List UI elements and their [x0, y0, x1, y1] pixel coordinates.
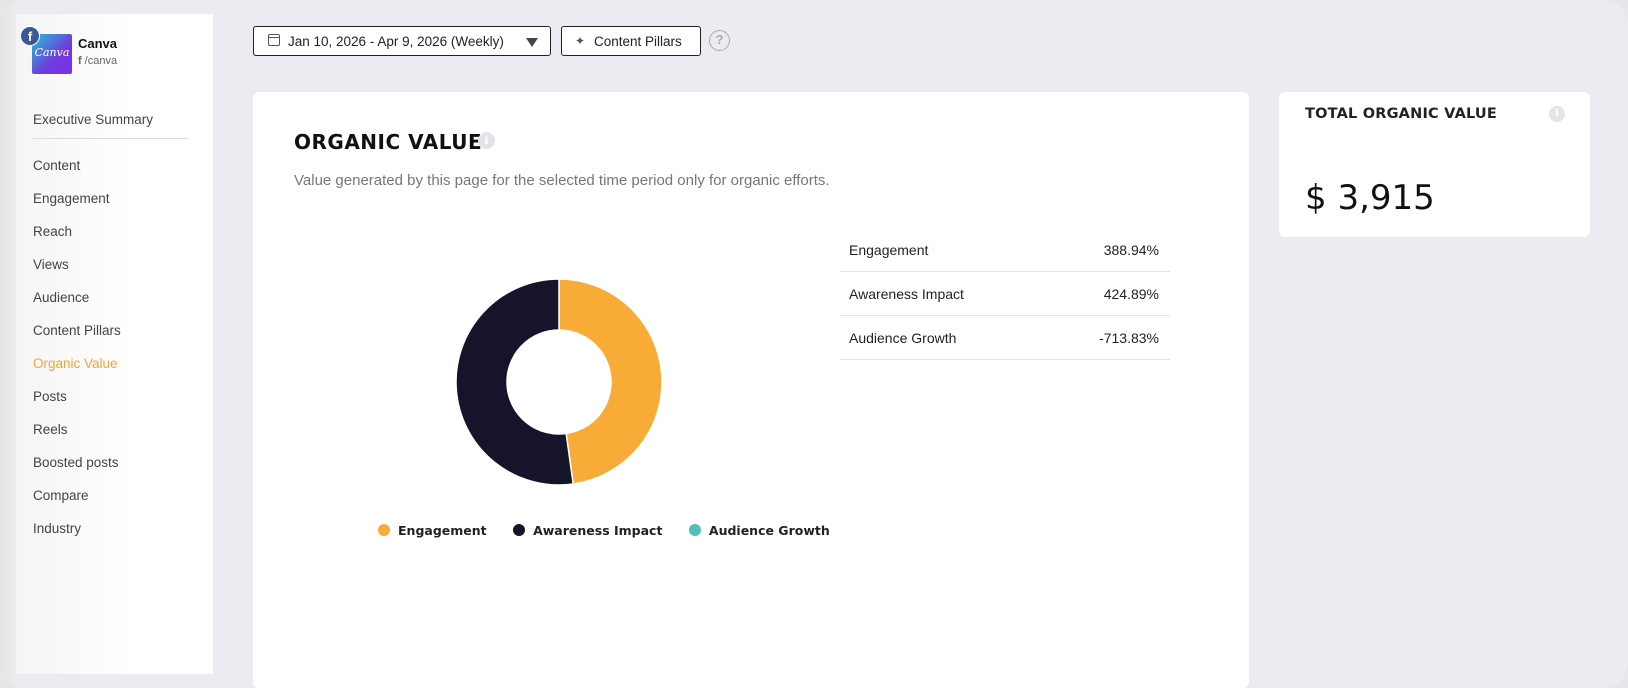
sidebar-item-reach[interactable]: Reach	[33, 224, 73, 239]
total-organic-value-card: TOTAL ORGANIC VALUE i $ 3,915	[1279, 92, 1590, 237]
sidebar-item-reels[interactable]: Reels	[33, 422, 68, 437]
table-row: Audience Growth -713.83%	[840, 316, 1170, 360]
sidebar-item-content[interactable]: Content	[33, 158, 81, 173]
sidebar-item-views[interactable]: Views	[33, 257, 69, 272]
facebook-icon: f	[20, 26, 40, 46]
legend-item-audience-growth[interactable]: Audience Growth	[688, 523, 830, 538]
sidebar-item-executive-summary[interactable]: Executive Summary	[33, 112, 154, 127]
legend-label-awareness-impact: Awareness Impact	[533, 523, 663, 538]
legend-label-engagement: Engagement	[398, 523, 487, 538]
total-value: $ 3,915	[1305, 178, 1435, 218]
legend-item-engagement[interactable]: Engagement	[378, 523, 487, 538]
row-value: 424.89%	[1103, 286, 1159, 302]
brand-name: Canva	[78, 36, 118, 51]
card-description: Value generated by this page for the sel…	[294, 172, 830, 189]
row-label: Engagement	[849, 242, 929, 258]
donut-chart	[455, 278, 663, 486]
sidebar-item-engagement[interactable]: Engagement	[33, 191, 110, 206]
content-pillars-button[interactable]: ✦ Content Pillars	[561, 26, 701, 56]
sparkle-icon: ✦	[575, 34, 586, 48]
brand-logo[interactable]: Canva	[32, 34, 72, 74]
row-label: Awareness Impact	[849, 286, 964, 302]
legend-dot-audience-growth	[688, 524, 701, 536]
sidebar: Canva f Canva f/canva Executive Summary …	[16, 14, 213, 674]
organic-value-card: ORGANIC VALUE i Value generated by this …	[253, 92, 1249, 688]
donut-slice-awareness-impact[interactable]	[455, 278, 575, 486]
legend-item-awareness-impact[interactable]: Awareness Impact	[513, 523, 662, 538]
date-range-picker[interactable]: Jan 10, 2026 - Apr 9, 2026 (Weekly)	[253, 26, 551, 56]
info-icon[interactable]: i	[1549, 106, 1565, 122]
caret-down-icon	[526, 38, 538, 47]
card-title: ORGANIC VALUE	[294, 130, 483, 154]
nav-divider	[33, 138, 188, 139]
donut-slice-engagement[interactable]	[558, 278, 663, 485]
sidebar-item-organic-value[interactable]: Organic Value	[33, 356, 118, 371]
sidebar-nav: Executive Summary Content Engagement Rea…	[16, 104, 213, 545]
row-label: Audience Growth	[849, 330, 957, 346]
chart-legend: Engagement Awareness Impact Audience Gro…	[378, 522, 852, 540]
legend-dot-awareness-impact	[513, 524, 526, 536]
sidebar-item-posts[interactable]: Posts	[33, 389, 67, 404]
brand-handle: f/canva	[78, 55, 117, 67]
value-table: Engagement 388.94% Awareness Impact 424.…	[840, 228, 1170, 360]
window-edge	[0, 0, 16, 688]
content-pillars-label: Content Pillars	[594, 34, 682, 49]
total-title: TOTAL ORGANIC VALUE	[1305, 106, 1497, 122]
sidebar-item-content-pillars[interactable]: Content Pillars	[33, 323, 121, 338]
brand-logo-text: Canva	[34, 46, 70, 59]
sidebar-item-industry[interactable]: Industry	[33, 521, 82, 536]
help-icon[interactable]: ?	[709, 30, 730, 51]
calendar-icon	[268, 34, 280, 46]
legend-label-audience-growth: Audience Growth	[708, 523, 830, 538]
table-row: Awareness Impact 424.89%	[840, 272, 1170, 316]
facebook-mini-icon: f	[78, 55, 82, 67]
sidebar-item-compare[interactable]: Compare	[33, 488, 89, 503]
row-value: 388.94%	[1103, 242, 1159, 258]
legend-dot-engagement	[378, 524, 390, 536]
date-range-label: Jan 10, 2026 - Apr 9, 2026 (Weekly)	[288, 34, 504, 49]
info-icon[interactable]: i	[478, 132, 495, 149]
sidebar-item-boosted-posts[interactable]: Boosted posts	[33, 455, 119, 470]
sidebar-item-audience[interactable]: Audience	[33, 290, 90, 305]
row-value: -713.83%	[1099, 330, 1159, 346]
table-row: Engagement 388.94%	[840, 228, 1170, 272]
brand-handle-text: /canva	[84, 55, 118, 67]
